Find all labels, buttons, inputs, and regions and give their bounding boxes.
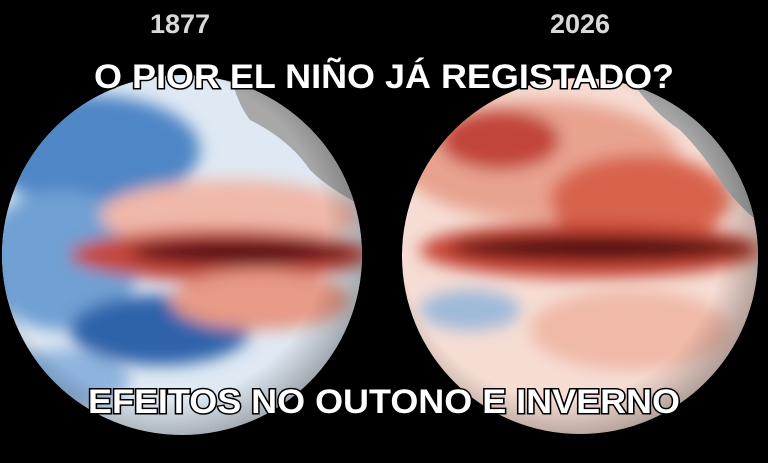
left-year: 1877 <box>150 9 210 39</box>
left-globe <box>2 75 362 435</box>
headline: O PIOR EL NIÑO JÁ REGISTADO? <box>94 58 674 96</box>
right-year: 2026 <box>550 9 610 39</box>
footer: EFEITOS NO OUTONO E INVERNO <box>88 383 680 421</box>
right-globe <box>402 78 758 434</box>
